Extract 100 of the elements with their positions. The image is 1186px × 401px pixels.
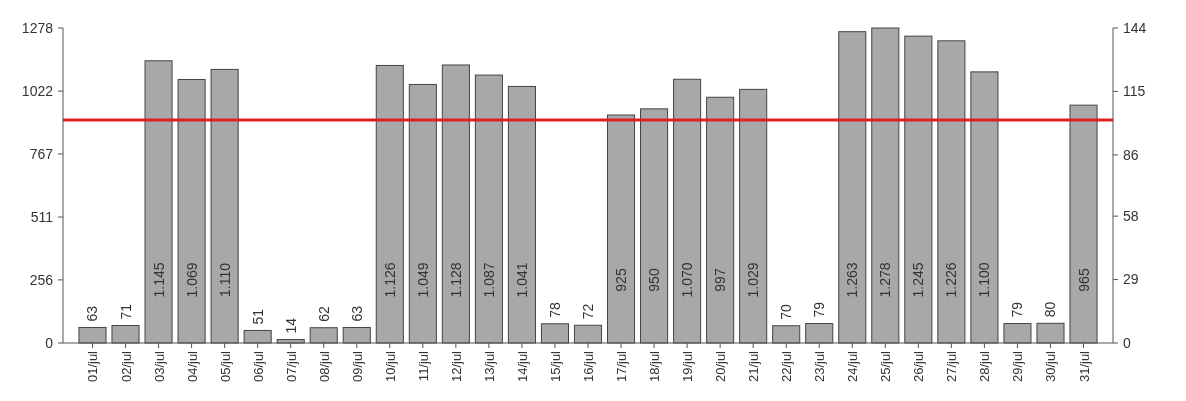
x-tick-label: 26/jul [911, 350, 927, 383]
y-tick-label: 511 [30, 208, 54, 225]
x-tick-label: 27/jul [944, 350, 960, 383]
y2-tick-label: 115 [1123, 83, 1146, 100]
data-label: 1.145 [150, 262, 167, 298]
data-label: 965 [1075, 268, 1092, 292]
x-tick-label: 30/jul [1043, 350, 1059, 383]
data-label: 71 [117, 303, 134, 320]
bar [838, 31, 867, 344]
y2-tick-label: 29 [1123, 271, 1139, 288]
data-label: 1.100 [976, 262, 993, 298]
bar [375, 64, 404, 344]
x-tick-label: 02/jul [118, 350, 134, 383]
y2-tick-label: 144 [1123, 19, 1147, 36]
bar [144, 60, 173, 344]
y-tick-label: 256 [29, 271, 54, 288]
bar [342, 326, 371, 344]
data-label: 1.263 [844, 262, 861, 298]
data-label: 51 [249, 308, 266, 325]
x-tick-label: 23/jul [812, 350, 828, 383]
y2-tick-label: 86 [1123, 146, 1139, 163]
bar [606, 114, 636, 344]
y2-tick-label: 0 [1123, 334, 1131, 351]
bar [706, 96, 735, 344]
x-tick-label: 24/jul [845, 350, 861, 383]
x-tick-label: 09/jul [349, 350, 365, 383]
bar [805, 323, 834, 344]
data-label: 62 [315, 305, 332, 322]
x-tick-label: 13/jul [481, 350, 497, 383]
data-label: 1.070 [679, 262, 696, 298]
y-tick-label: 767 [29, 145, 54, 162]
bar [507, 85, 536, 344]
data-label: 1.087 [480, 262, 497, 298]
data-label: 63 [348, 305, 365, 322]
bar [573, 324, 603, 344]
bar [937, 40, 966, 344]
bar [177, 79, 206, 344]
x-tick-label: 05/jul [217, 350, 233, 383]
data-label: 70 [778, 303, 795, 320]
x-tick-label: 01/jul [85, 350, 101, 383]
bar [640, 108, 669, 344]
x-tick-label: 21/jul [746, 350, 762, 383]
bar [970, 71, 999, 344]
data-label: 1.029 [745, 262, 762, 298]
x-tick-label: 06/jul [250, 350, 266, 383]
x-tick-label: 04/jul [184, 350, 200, 383]
data-label: 1.245 [910, 262, 927, 298]
data-label: 1.049 [414, 262, 431, 298]
x-tick-label: 25/jul [878, 350, 894, 383]
bar [309, 327, 338, 344]
data-label: 1.041 [513, 262, 530, 298]
data-label: 1.128 [447, 262, 464, 298]
y-tick-label: 1022 [21, 83, 54, 99]
y2-tick-label: 58 [1123, 208, 1139, 225]
bar [772, 325, 801, 344]
x-tick-label: 12/jul [448, 350, 464, 383]
x-tick-label: 20/jul [713, 350, 729, 383]
bar [474, 74, 503, 344]
x-tick-label: 31/jul [1076, 350, 1092, 383]
bar [1036, 322, 1065, 344]
x-tick-label: 15/jul [547, 350, 563, 383]
data-label: 925 [613, 268, 630, 292]
x-tick-label: 10/jul [382, 350, 398, 383]
x-tick-label: 14/jul [514, 350, 530, 383]
data-label: 80 [1042, 301, 1059, 318]
data-label: 1.069 [183, 262, 200, 298]
x-tick-label: 28/jul [977, 350, 993, 383]
bar [1069, 104, 1098, 344]
y-tick-label: 0 [45, 334, 54, 351]
data-label: 72 [580, 303, 596, 320]
data-label: 63 [84, 305, 101, 322]
bar [441, 64, 470, 344]
bar [78, 326, 107, 344]
x-tick-label: 08/jul [316, 350, 332, 383]
data-label: 1.278 [877, 262, 894, 298]
bar [871, 27, 900, 344]
x-tick-label: 11/jul [415, 350, 431, 382]
x-tick-label: 03/jul [151, 350, 167, 383]
data-label: 14 [282, 317, 299, 334]
data-label: 950 [646, 268, 663, 292]
x-tick-label: 22/jul [779, 350, 795, 383]
x-tick-label: 17/jul [614, 350, 630, 383]
x-tick-label: 16/jul [581, 350, 596, 383]
bar [210, 68, 239, 344]
data-label: 78 [546, 301, 563, 318]
y-tick-label: 1278 [21, 19, 54, 36]
bar [408, 83, 437, 344]
bar [673, 78, 702, 344]
x-tick-label: 18/jul [647, 350, 663, 383]
bar [540, 323, 570, 344]
data-label: 1.126 [381, 262, 398, 298]
data-label: 79 [811, 301, 828, 318]
x-tick-label: 07/jul [283, 350, 299, 383]
data-label: 997 [712, 268, 729, 292]
x-tick-label: 19/jul [680, 350, 696, 383]
bar [1003, 323, 1032, 344]
bar [111, 325, 140, 344]
bar [904, 35, 933, 344]
x-tick-label: 29/jul [1010, 350, 1026, 383]
bar [243, 329, 272, 344]
